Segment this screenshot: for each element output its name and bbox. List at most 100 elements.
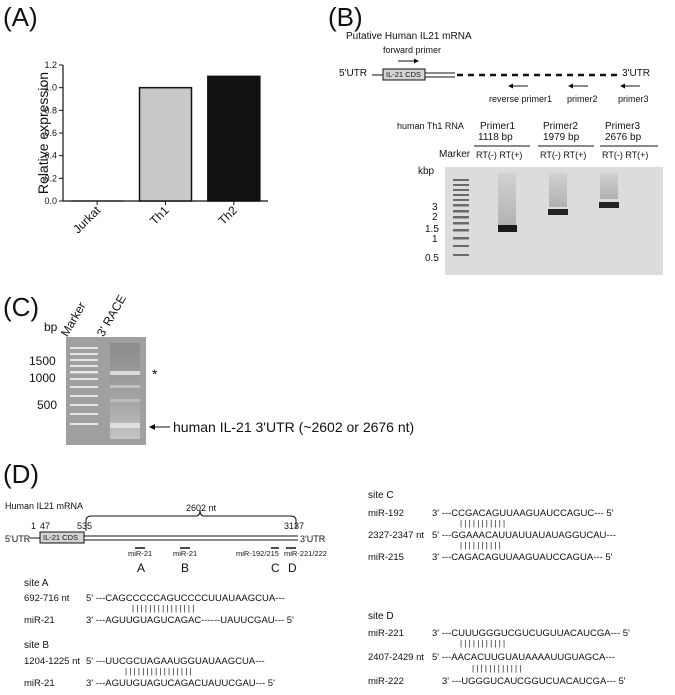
c-race-band-main xyxy=(110,423,140,428)
d-site-d-bars1: | | | | | | | | | | | xyxy=(460,639,506,648)
c-tick-1500: 1500 xyxy=(29,354,56,368)
d-site-c-r2-label: 2327-2347 nt xyxy=(368,530,424,541)
c-gel-image xyxy=(66,337,146,445)
panel-c-label: (C) xyxy=(3,292,40,322)
d-site-a-r1-seq: 5' ---CAGCCCCCAGUCCCCUUAUAAGCUA--- xyxy=(86,593,285,604)
y-tick-label: 0.0 xyxy=(44,196,57,206)
d-site-d-title: site D xyxy=(368,611,394,622)
b-tick-1: 1 xyxy=(432,234,438,245)
d-site-letter-b: B xyxy=(181,561,190,575)
d-pos-535: 535 xyxy=(77,521,93,531)
d-site-a-r1-label: 692-716 nt xyxy=(24,593,70,604)
b-primer3-size: 2676 bp xyxy=(605,132,642,143)
b-marker-ladder xyxy=(453,179,469,256)
d-pos-3137: 3137 xyxy=(284,521,305,531)
b-mrna-title: Putative Human IL21 mRNA xyxy=(346,31,472,42)
b-tick-0-5: 0.5 xyxy=(425,253,439,264)
d-site-a-r2-seq: 3' ---AGUUGUAGUCAGAC------UAUUCGAU--- 5' xyxy=(86,615,294,626)
d-site-mark-4: miR-221/222 xyxy=(284,549,327,558)
d-cds-label: IL-21 CDS xyxy=(43,533,79,542)
b-primer3-band xyxy=(599,202,619,208)
d-mrna-title: Human IL21 mRNA xyxy=(5,501,84,511)
d-site-d-r2-seq: 5' ---AACACUUGUAUAAAAUUGUAGCA--- xyxy=(432,652,615,663)
d-length-label: 2602 nt xyxy=(186,503,217,513)
b-gel-image xyxy=(445,167,663,275)
c-bp-label: bp xyxy=(44,320,58,334)
y-axis-label: Relative expression xyxy=(35,72,51,194)
d-site-c-bars1: | | | | | | | | | | | xyxy=(460,519,506,528)
b-primer2-name: Primer2 xyxy=(543,121,579,132)
y-tick-label: 0.8 xyxy=(44,105,57,115)
b-primer1-size: 1118 bp xyxy=(478,132,513,143)
bar-th2 xyxy=(207,75,261,202)
d-site-c-r1-label: miR-192 xyxy=(368,508,404,519)
d-site-b-r1-seq: 5' ---UUCGCUAGAAUGGUAUAAGCUA--- xyxy=(86,656,265,667)
c-arrow-label: human IL-21 3'UTR (~2602 or 2676 nt) xyxy=(173,419,415,435)
d-site-mark-3: miR-192/215 xyxy=(236,549,279,558)
y-tick-label: 1.2 xyxy=(44,60,57,70)
bar-th1 xyxy=(138,86,193,202)
d-site-a-bars: | | | | | | | | | | | | | | | xyxy=(132,604,195,613)
d-utr5-label: 5'UTR xyxy=(5,534,31,544)
panel-b-label: (B) xyxy=(328,2,363,32)
d-site-b-r1-label: 1204-1225 nt xyxy=(24,656,80,667)
d-site-mark-2: miR-21 xyxy=(173,549,198,558)
d-site-letter-a: A xyxy=(137,561,146,575)
b-marker-label: Marker xyxy=(439,149,471,160)
y-tick-label: 1.0 xyxy=(44,83,57,93)
d-cds-box xyxy=(39,531,85,544)
d-site-c-title: site C xyxy=(368,490,394,501)
b-primer1-band xyxy=(498,225,517,232)
b-utr5-label: 5'UTR xyxy=(339,68,368,79)
d-site-d-bars2: | | | | | | | | | | | | xyxy=(472,664,522,673)
d-pos-47: 47 xyxy=(40,521,51,531)
d-site-a-title: site A xyxy=(24,578,49,589)
y-tick-label: 0.4 xyxy=(44,151,57,161)
d-site-c-r1-seq: 3' ---CCGACAGUUAAGUAUCCAGUC--- 5' xyxy=(432,508,614,519)
y-tick-label: 0.6 xyxy=(44,128,57,138)
b-tick-2: 2 xyxy=(432,212,438,223)
d-site-letter-d: D xyxy=(288,561,297,575)
c-race-band-star xyxy=(110,371,140,375)
y-tick-label: 0.2 xyxy=(44,173,57,183)
d-mrna-schematic xyxy=(30,509,298,549)
d-site-letter-c: C xyxy=(271,561,280,575)
d-site-b-r2-label: miR-21 xyxy=(24,678,55,689)
d-length-brace xyxy=(85,509,297,531)
d-site-c-r3-seq: 3' ---CAGACAGUUAAGUAUCCAGUA--- 5' xyxy=(432,552,613,563)
b-kbp-label: kbp xyxy=(418,166,435,177)
b-primer2-lanes: RT(-) RT(+) xyxy=(540,150,587,160)
c-star: * xyxy=(152,366,158,382)
d-site-c-r2-seq: 5' ---GGAAACAUUAUUAUAUAGGUCAU--- xyxy=(432,530,616,541)
d-site-d-r1-label: miR-221 xyxy=(368,628,404,639)
b-cds-label: IL-21 CDS xyxy=(386,70,422,79)
b-cds-box xyxy=(382,68,426,81)
bar-chart: 0.0 0.2 0.4 0.6 0.8 1.0 1.2 Relative expression… xyxy=(35,60,268,236)
b-primer2-label: primer2 xyxy=(567,94,598,104)
b-primer2-size: 1979 bp xyxy=(543,132,580,143)
d-site-b-title: site B xyxy=(24,640,50,651)
b-primer1-lanes: RT(-) RT(+) xyxy=(476,150,523,160)
c-tick-1000: 1000 xyxy=(29,371,56,385)
b-primer3-lanes: RT(-) RT(+) xyxy=(602,150,649,160)
b-reverse-primer1-label: reverse primer1 xyxy=(489,94,553,104)
c-tick-500: 500 xyxy=(37,398,58,412)
c-arrow xyxy=(149,424,170,430)
c-marker-ladder xyxy=(70,347,98,425)
panel-a-label: (A) xyxy=(3,2,38,32)
d-site-a-r2-label: miR-21 xyxy=(24,615,55,626)
d-site-d-r3-label: miR-222 xyxy=(368,676,404,687)
b-tick-3: 3 xyxy=(432,202,438,213)
d-site-c-r3-label: miR-215 xyxy=(368,552,404,563)
d-site-b-bars: | | | | | | | | | | | | | | | | xyxy=(125,667,192,676)
b-mrna-schematic xyxy=(372,58,640,89)
d-site-b-r2-seq: 3' ---AGUUGUAGUCAGACUAUUCGAU--- 5' xyxy=(86,678,275,689)
b-primer2-band xyxy=(548,209,568,215)
b-tick-1-5: 1.5 xyxy=(425,224,439,235)
b-primer1-name: Primer1 xyxy=(480,121,516,132)
d-site-mark-1: miR-21 xyxy=(128,549,153,558)
b-utr3-label: 3'UTR xyxy=(622,68,651,79)
b-forward-primer-label: forward primer xyxy=(383,45,442,55)
b-primer3-name: Primer3 xyxy=(605,121,641,132)
d-site-d-r2-label: 2407-2429 nt xyxy=(368,652,424,663)
